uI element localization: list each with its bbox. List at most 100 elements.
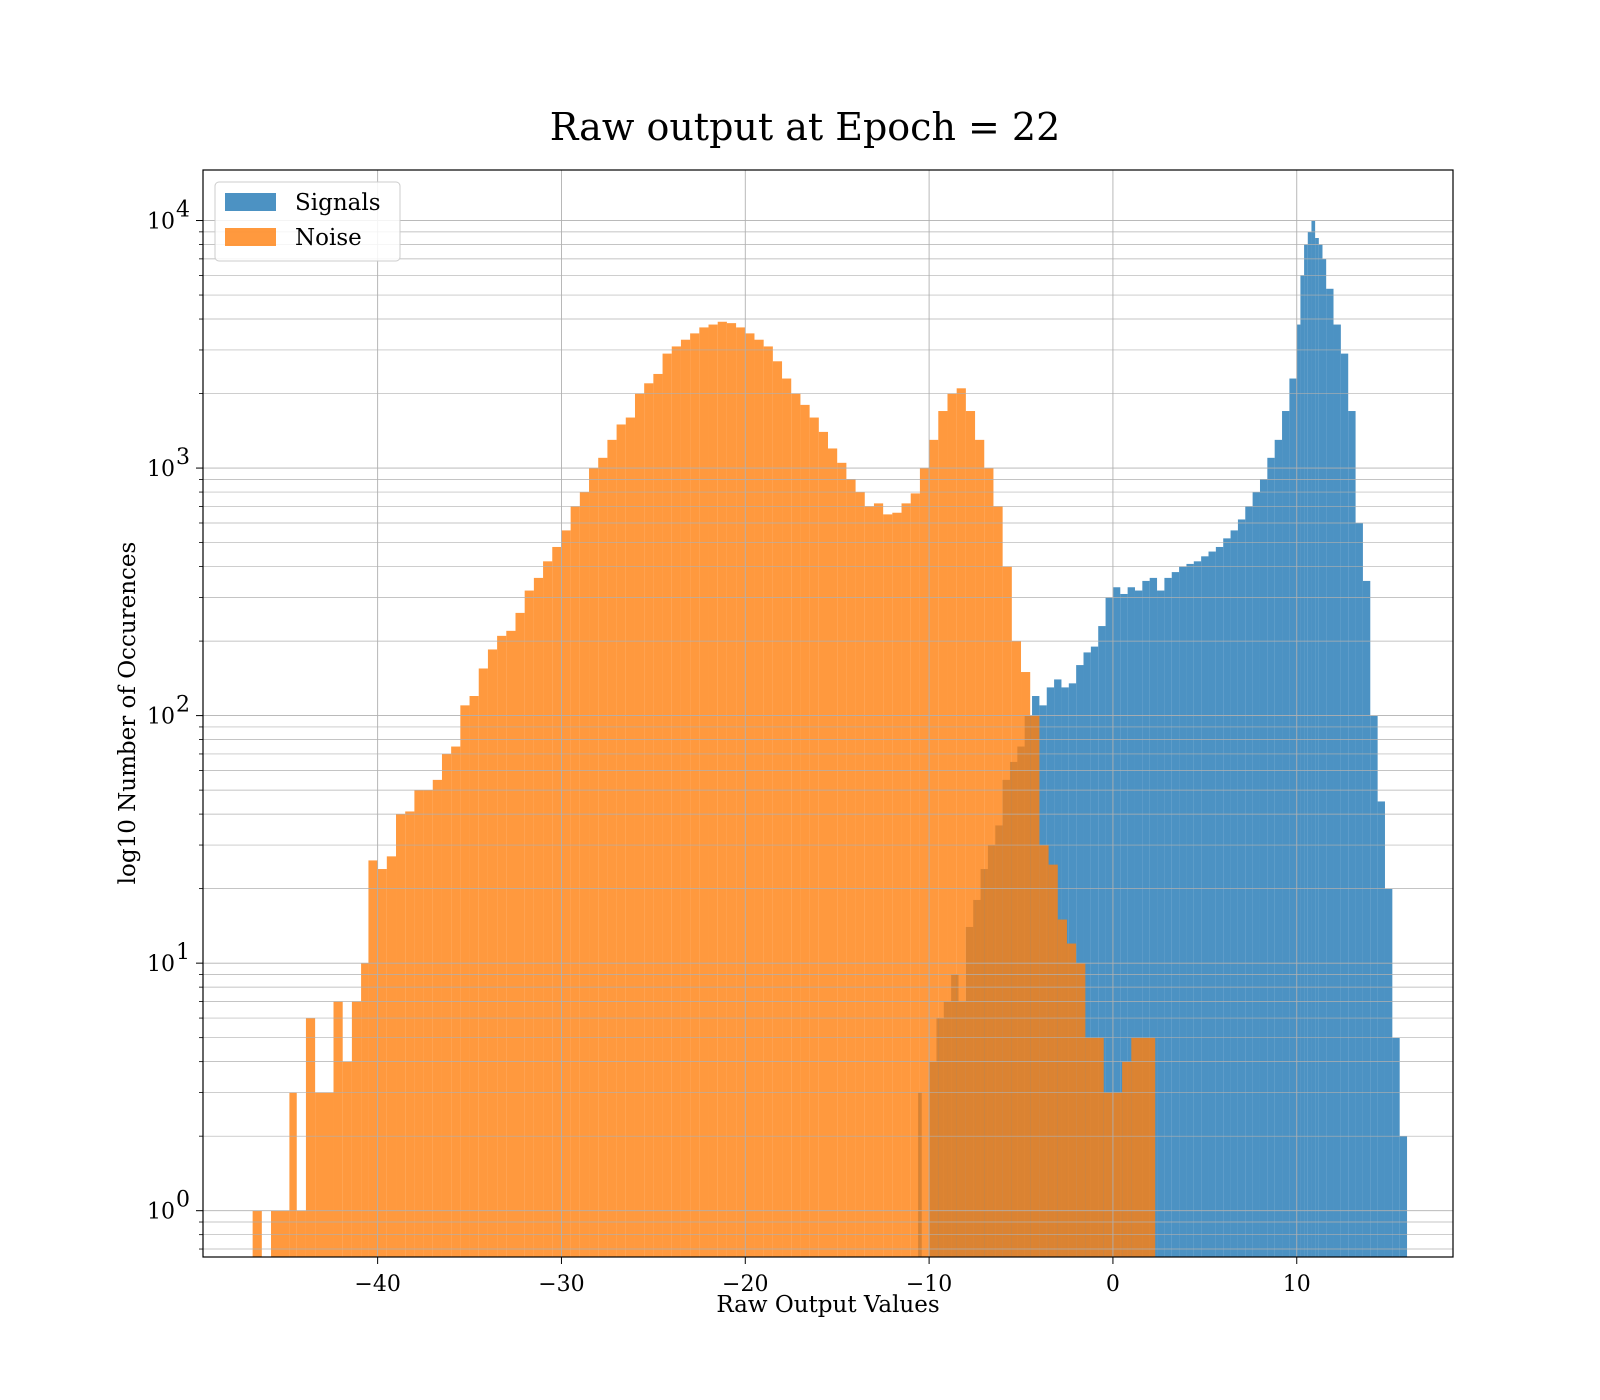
histogram-bar (708, 324, 718, 1257)
histogram-bar (1392, 1037, 1400, 1257)
histogram-bar (1322, 258, 1327, 1257)
histogram-bar (368, 860, 378, 1257)
histogram-bar (1122, 1061, 1132, 1257)
chart-title: Raw output at Epoch = 22 (550, 105, 1061, 149)
histogram-bar (938, 411, 948, 1257)
histogram-bar (625, 417, 635, 1257)
histogram-bar (1098, 626, 1106, 1257)
histogram-bar (342, 1061, 352, 1257)
histogram-bar (432, 779, 442, 1257)
histogram-bar (772, 361, 783, 1257)
histogram-bar (1304, 244, 1308, 1257)
histogram-bar (1039, 845, 1049, 1257)
histogram-bar (1252, 492, 1260, 1257)
histogram-bar (607, 439, 617, 1257)
histogram-bar (1355, 522, 1363, 1257)
histogram-bar (441, 753, 452, 1257)
histogram-bar (1318, 244, 1323, 1257)
histogram-bar (1333, 324, 1341, 1257)
histogram-bar (570, 506, 580, 1257)
histogram-bar (910, 493, 920, 1257)
histogram-bar (1076, 963, 1086, 1257)
histogram-bar (1307, 231, 1312, 1258)
histogram-bar (561, 530, 571, 1257)
histogram-bar (405, 811, 415, 1257)
y-tick-label-exponent: 1 (176, 940, 190, 965)
histogram-bar (305, 1018, 316, 1257)
histogram-bar (1230, 530, 1238, 1257)
legend: Signals Noise (214, 181, 401, 262)
x-tick-label: −30 (538, 1272, 584, 1297)
histogram-bar (754, 339, 764, 1258)
histogram-bar (1021, 672, 1031, 1257)
histogram-bar (644, 383, 654, 1257)
histogram-bar (460, 705, 470, 1257)
legend-label-signals: Signals (295, 190, 381, 216)
histogram-bar (333, 1001, 343, 1257)
histogram-bar (873, 503, 884, 1257)
histogram-bar (552, 546, 562, 1257)
histogram-bar (984, 468, 994, 1257)
histogram-bar (975, 439, 985, 1257)
histogram-bar (1142, 580, 1150, 1257)
histogram-bar (846, 479, 856, 1257)
histogram-bar (1399, 1136, 1408, 1257)
bars-layer (252, 220, 1408, 1258)
histogram-bar (1348, 411, 1356, 1257)
histogram-bar (589, 468, 599, 1257)
histogram-bar (1201, 556, 1209, 1257)
y-tick-label: 10 (147, 1200, 175, 1225)
histogram-bar (1157, 590, 1165, 1257)
plot-frame (202, 169, 1454, 1258)
histogram-bar (680, 339, 691, 1258)
histogram-bar (791, 393, 801, 1257)
histogram-bar (1259, 479, 1268, 1257)
histogram-bar (1076, 665, 1084, 1257)
histogram-bar (1120, 593, 1128, 1257)
histogram-bar (1245, 506, 1253, 1257)
histogram-bar (947, 393, 957, 1257)
x-tick-label: 0 (1106, 1272, 1120, 1297)
histogram-bar (1326, 288, 1334, 1257)
histogram-bar (690, 333, 700, 1257)
histogram-bar (1311, 220, 1316, 1257)
histogram-bar (1237, 519, 1246, 1257)
histogram-bar (252, 1210, 262, 1257)
histogram-bar (296, 1210, 306, 1257)
histogram-bar (782, 378, 792, 1257)
histogram-bar (634, 393, 645, 1257)
histogram-bar (901, 503, 911, 1257)
histogram-bar (892, 512, 902, 1257)
x-axis-label: Raw Output Values (716, 1292, 939, 1318)
x-tick-label: 10 (1283, 1272, 1311, 1297)
histogram-bar (864, 506, 874, 1257)
histogram-bar (1300, 275, 1305, 1257)
histogram-bar (487, 649, 498, 1257)
histogram-bar (956, 388, 966, 1257)
histogram-bar (929, 439, 939, 1257)
histogram-bar (837, 462, 847, 1257)
x-tick-label: −20 (722, 1272, 768, 1297)
histogram-bar (598, 457, 608, 1257)
y-tick-label: 10 (147, 457, 175, 482)
grid-layer (203, 170, 1453, 1257)
histogram-bar (271, 1210, 290, 1257)
histogram-bar (653, 373, 663, 1257)
histogram-bar (883, 514, 893, 1257)
histogram-bar (1164, 577, 1172, 1257)
histogram-bar (469, 696, 479, 1257)
histogram-bar (809, 417, 819, 1257)
y-axis-label: log10 Number of Occurences (115, 542, 141, 885)
y-tick-label-exponent: 4 (176, 198, 190, 223)
x-tick-label: −40 (354, 1272, 400, 1297)
histogram-bar (1085, 1037, 1104, 1257)
histogram-bar (1186, 563, 1194, 1257)
histogram-bar (414, 790, 424, 1257)
histogram-bar (1282, 411, 1290, 1257)
histogram-bar (1193, 561, 1202, 1257)
histogram-bar (1057, 919, 1067, 1257)
histogram-bar (855, 492, 865, 1257)
histogram-bar (818, 431, 828, 1257)
